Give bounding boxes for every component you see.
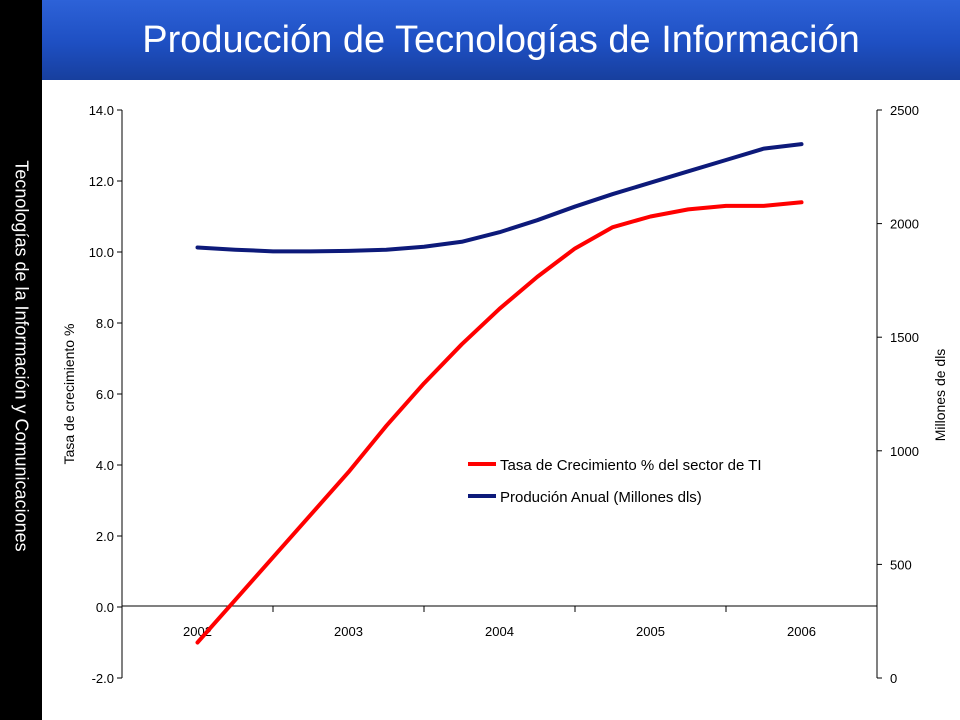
x-axis-tick-label: 2006: [787, 624, 816, 639]
series-line-produccion-anual: [195, 142, 804, 254]
series-line-tasa-crecimiento: [195, 200, 804, 645]
right-axis-tick-label: 1500: [890, 330, 919, 345]
right-axis-tick-label: 0: [890, 671, 897, 686]
left-axis-tick-label: 0.0: [96, 600, 114, 615]
sidebar: Tecnologías de la Información y Comunica…: [0, 0, 42, 720]
left-axis-tick-label: 10.0: [89, 245, 114, 260]
x-axis-tick-label: 2003: [334, 624, 363, 639]
right-axis-title: Millones de dls: [932, 349, 948, 442]
right-axis-tick-label: 1000: [890, 444, 919, 459]
left-axis-tick-label: -2.0: [92, 671, 114, 686]
page-title: Producción de Tecnologías de Información: [142, 18, 860, 61]
left-axis-tick-label: 2.0: [96, 529, 114, 544]
right-axis-tick-label: 500: [890, 557, 912, 572]
legend-label: Tasa de Crecimiento % del sector de TI: [500, 457, 762, 474]
left-axis-title: Tasa de crecimiento %: [61, 324, 77, 465]
right-axis-tick-label: 2000: [890, 217, 919, 232]
left-axis-tick-label: 12.0: [89, 174, 114, 189]
left-axis-tick-label: 6.0: [96, 387, 114, 402]
left-axis-tick-label: 4.0: [96, 458, 114, 473]
right-axis-tick-label: 2500: [890, 103, 919, 118]
x-axis-tick-label: 2005: [636, 624, 665, 639]
left-axis-tick-label: 14.0: [89, 103, 114, 118]
legend-label: Produción Anual (Millones dls): [500, 489, 702, 506]
title-bar: Producción de Tecnologías de Información: [42, 0, 960, 80]
left-axis-tick-label: 8.0: [96, 316, 114, 331]
x-axis-tick-label: 2004: [485, 624, 514, 639]
